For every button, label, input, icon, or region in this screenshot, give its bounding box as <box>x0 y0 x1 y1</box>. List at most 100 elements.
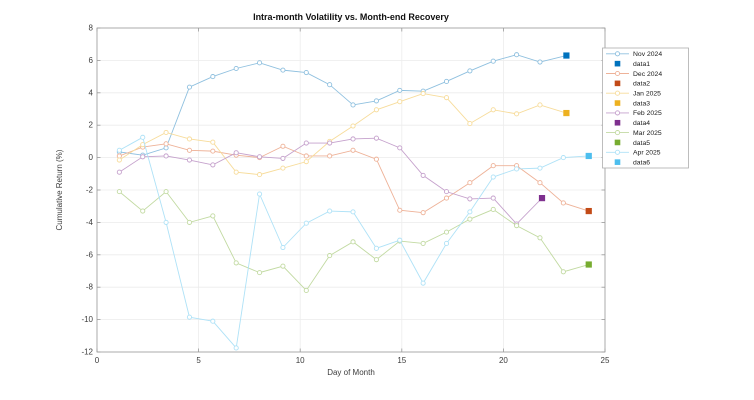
legend-label: Dec 2024 <box>633 71 662 78</box>
marker-dec-2024 <box>350 147 356 153</box>
y-tick-label: -10 <box>81 315 93 324</box>
legend-label: data4 <box>633 120 650 127</box>
series-jan-2025 <box>116 91 570 178</box>
marker-nov-2024 <box>397 87 403 93</box>
marker-feb-2025 <box>467 196 473 202</box>
marker-mar-2025 <box>373 257 379 263</box>
chart-title: Intra-month Volatility vs. Month-end Rec… <box>253 12 449 22</box>
legend-label: Nov 2024 <box>633 51 662 58</box>
legend-label: Apr 2025 <box>633 150 661 157</box>
marker-apr-2025 <box>186 314 193 320</box>
series-mar-2025 <box>116 189 592 293</box>
legend-item-data6: data6 <box>614 159 650 166</box>
legend-circle-marker-icon <box>614 110 621 116</box>
marker-jan-2025 <box>373 107 379 113</box>
x-tick-label: 10 <box>296 356 305 365</box>
marker-feb-2025 <box>420 172 426 178</box>
marker-feb-2025 <box>327 140 333 146</box>
marker-dec-2024 <box>303 153 309 159</box>
y-tick-label: -8 <box>86 283 94 292</box>
marker-mar-2025 <box>163 189 169 195</box>
y-tick-label: -2 <box>86 186 94 195</box>
legend-square-marker-icon <box>614 60 621 67</box>
legend-label: Feb 2025 <box>633 110 662 117</box>
marker-jan-2025 <box>514 111 520 117</box>
legend-item-jan-2025: Jan 2025 <box>606 91 661 98</box>
legend-label: data2 <box>633 81 650 88</box>
marker-jan-2025 <box>210 139 216 145</box>
legend-label: Jan 2025 <box>633 91 661 98</box>
marker-mar-2025 <box>514 223 520 229</box>
marker-jan-2025 <box>490 107 496 113</box>
marker-feb-2025 <box>373 135 379 141</box>
data-series <box>116 52 592 351</box>
marker-apr-2025 <box>210 318 216 324</box>
marker-apr-2025 <box>327 208 333 214</box>
marker-dec-2024 <box>280 143 286 149</box>
marker-mar-2025 <box>490 206 496 212</box>
legend-square-marker-icon <box>614 119 621 126</box>
series-dec-2024 <box>116 141 592 216</box>
marker-feb-2025 <box>443 189 450 195</box>
legend-item-nov-2024: Nov 2024 <box>606 51 662 58</box>
y-axis-label: Cumulative Return (%) <box>55 149 64 230</box>
marker-dec-2024 <box>560 200 566 206</box>
marker-mar-2025 <box>467 216 473 222</box>
y-tick-label: 2 <box>89 121 94 130</box>
marker-apr-2025 <box>490 174 496 180</box>
marker-mar-2025 <box>303 287 309 293</box>
x-tick-label: 15 <box>397 356 406 365</box>
marker-apr-2025 <box>116 147 122 153</box>
marker-jan-2025 <box>303 159 309 165</box>
marker-feb-2025 <box>210 162 216 168</box>
marker-jan-2025 <box>163 129 169 136</box>
marker-mar-2025 <box>210 213 216 219</box>
marker-mar-2025 <box>327 253 333 259</box>
series-line-nov-2024 <box>119 54 567 156</box>
marker-dec-2024 <box>397 207 403 213</box>
marker-jan-2025 <box>280 165 286 171</box>
end-marker-data3 <box>563 109 570 117</box>
marker-dec-2024 <box>210 148 216 154</box>
marker-feb-2025 <box>280 155 286 161</box>
legend-item-data3: data3 <box>614 100 650 107</box>
marker-jan-2025 <box>443 95 450 101</box>
marker-jan-2025 <box>537 102 543 108</box>
marker-dec-2024 <box>186 147 193 153</box>
marker-mar-2025 <box>560 269 566 275</box>
marker-jan-2025 <box>420 91 426 97</box>
legend-item-data4: data4 <box>614 119 650 127</box>
marker-feb-2025 <box>350 136 356 142</box>
legend-item-feb-2025: Feb 2025 <box>606 110 662 117</box>
marker-apr-2025 <box>280 244 286 251</box>
legend-square-marker-icon <box>614 80 621 87</box>
x-tick-label: 5 <box>196 356 201 365</box>
marker-feb-2025 <box>163 153 169 159</box>
axes-box <box>96 27 606 353</box>
marker-jan-2025 <box>257 172 263 178</box>
legend-item-data5: data5 <box>614 139 650 147</box>
marker-mar-2025 <box>116 189 122 195</box>
marker-nov-2024 <box>467 68 473 74</box>
legend-item-data1: data1 <box>614 60 650 68</box>
legend-circle-marker-icon <box>614 149 621 155</box>
legend-label: Mar 2025 <box>633 130 662 137</box>
marker-mar-2025 <box>186 219 193 225</box>
marker-jan-2025 <box>397 99 403 105</box>
legend-label: data6 <box>633 159 650 166</box>
marker-apr-2025 <box>397 237 403 243</box>
y-tick-label: -4 <box>86 218 94 227</box>
marker-feb-2025 <box>303 140 309 146</box>
marker-nov-2024 <box>163 145 169 151</box>
legend-square-marker-icon <box>614 159 621 165</box>
marker-nov-2024 <box>537 59 543 65</box>
marker-mar-2025 <box>420 240 426 247</box>
marker-apr-2025 <box>233 345 239 351</box>
marker-nov-2024 <box>280 67 286 73</box>
x-tick-label: 0 <box>95 356 100 365</box>
marker-nov-2024 <box>327 82 333 88</box>
y-tick-label: 6 <box>89 56 94 65</box>
legend-circle-marker-icon <box>614 51 621 57</box>
